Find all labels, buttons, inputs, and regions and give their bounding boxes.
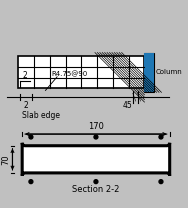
Text: 2: 2 <box>24 101 28 110</box>
Text: 45: 45 <box>123 101 133 110</box>
Bar <box>144 53 154 92</box>
Text: 170: 170 <box>88 122 104 131</box>
Circle shape <box>29 180 33 184</box>
Text: 2: 2 <box>22 71 27 80</box>
Bar <box>144 53 154 92</box>
FancyBboxPatch shape <box>22 143 170 176</box>
Bar <box>18 56 144 88</box>
Text: 70: 70 <box>2 154 11 165</box>
Circle shape <box>159 135 163 139</box>
Text: Column: Column <box>156 69 183 76</box>
Circle shape <box>29 135 33 139</box>
Circle shape <box>94 135 98 139</box>
Text: Section 2-2: Section 2-2 <box>72 184 120 194</box>
Circle shape <box>94 180 98 184</box>
Text: R4.75@90: R4.75@90 <box>51 70 88 77</box>
Circle shape <box>159 180 163 184</box>
Text: Slab edge: Slab edge <box>22 111 60 120</box>
